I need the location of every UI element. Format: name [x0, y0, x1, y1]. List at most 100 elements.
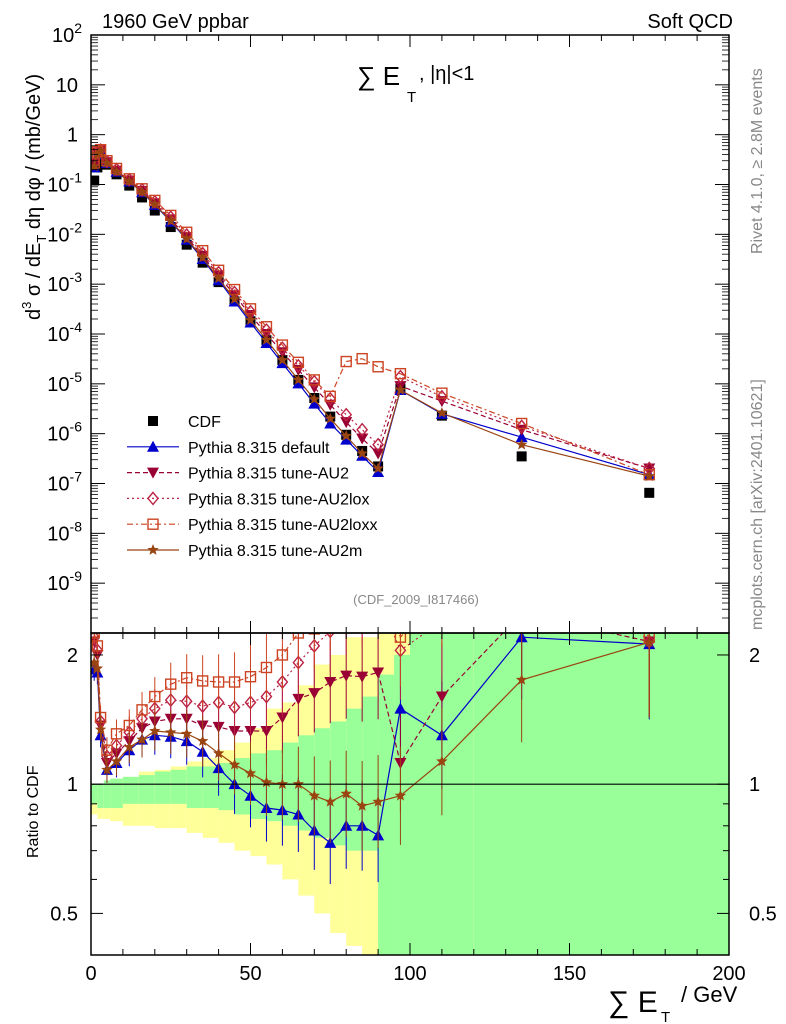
- xlabel-rest: / GeV: [681, 982, 738, 1007]
- au2lox-point: [394, 369, 407, 384]
- au2loxx-ratio-point: [110, 728, 123, 740]
- au2loxx-ratio-point: [373, 568, 383, 578]
- x-axis-label: ∑ E T / GeV: [608, 982, 738, 1024]
- au2lox-point: [340, 407, 353, 422]
- au2-ratio-point: [356, 671, 369, 683]
- green-band-bin: [218, 763, 235, 811]
- cdf-point: [516, 451, 527, 462]
- au2loxx-point: [356, 352, 368, 365]
- au2m-ratio-point: [212, 747, 225, 759]
- series-default: [91, 145, 656, 480]
- au2lox-ratio-point: [437, 615, 447, 627]
- green-band-bin: [138, 775, 155, 804]
- legend-label: Pythia 8.315 tune-AU2lox: [188, 491, 369, 508]
- green-band-bin: [266, 750, 283, 822]
- au2m-point: [394, 384, 407, 395]
- au2loxx-ratio-point: [325, 605, 335, 615]
- au2lox-point: [324, 391, 337, 406]
- au2lox-point: [372, 437, 385, 452]
- legend-marker: [147, 544, 159, 555]
- au2loxx-point: [324, 390, 336, 403]
- au2lox-point: [101, 154, 113, 169]
- au2loxx-point: [515, 417, 528, 430]
- au2loxx-ratio-point: [276, 649, 289, 661]
- green-band-bin: [97, 784, 104, 809]
- plot-title: ∑ E T , |η|<1: [357, 61, 474, 106]
- xlabel-sub: T: [661, 1009, 670, 1024]
- au2m-point: [260, 333, 273, 345]
- legend-marker: [147, 491, 159, 506]
- series-au2loxx: [91, 143, 655, 481]
- legend-label: Pythia 8.315 default: [188, 440, 330, 457]
- au2loxx-ratio-point: [394, 633, 407, 643]
- au2loxx-ratio-point: [228, 676, 241, 688]
- au2loxx-point: [260, 321, 273, 333]
- au2m-point: [292, 373, 305, 385]
- au2loxx-point: [292, 356, 305, 369]
- au2lox-point: [136, 182, 148, 197]
- mcplots-label: mcplots.cern.ch [arXiv:2401.10621]: [749, 379, 766, 630]
- ylabel-part-3: 3: [19, 302, 34, 309]
- au2-point: [356, 433, 369, 445]
- au2-ratio-point: [260, 726, 273, 738]
- au2m-line: [93, 150, 650, 477]
- au2lox-ratio-point: [260, 689, 273, 704]
- au2m-point: [436, 407, 448, 418]
- legend-entry-au2lox: Pythia 8.315 tune-AU2lox: [127, 491, 369, 508]
- au2m-point: [196, 251, 209, 263]
- au2m-point: [212, 272, 225, 284]
- au2-ratio-point: [308, 688, 321, 700]
- au2m-ratio-point: [149, 725, 161, 736]
- legend-label: Pythia 8.315 tune-AU2m: [188, 543, 362, 560]
- ratio-au2m: [91, 633, 655, 851]
- green-band-bin: [91, 784, 98, 804]
- au2m-ratio-point: [515, 673, 528, 685]
- au2loxx-ratio-point: [260, 661, 273, 674]
- au2m-point: [340, 429, 352, 441]
- title-sub: T: [407, 89, 416, 106]
- legend-entry-au2m: Pythia 8.315 tune-AU2m: [127, 543, 362, 560]
- au2m-ratio-point: [110, 755, 123, 767]
- collision-label: 1960 GeV ppbar: [102, 11, 249, 33]
- green-band-bin: [473, 633, 729, 955]
- au2loxx-ratio-point: [292, 633, 305, 639]
- au2lox-ratio-point: [517, 520, 527, 532]
- ratio-tick-label-left: 2: [67, 645, 78, 667]
- default-line: [93, 150, 650, 476]
- y-tick-label: 10-2: [47, 219, 82, 246]
- au2loxx-ratio-point: [244, 670, 257, 683]
- au2-ratio-point: [516, 608, 528, 619]
- au2m-ratio-point: [101, 763, 113, 775]
- au2m-point: [324, 412, 336, 424]
- default-point: [308, 397, 321, 409]
- default-point: [324, 417, 337, 429]
- au2m-ratio-point: [91, 662, 104, 674]
- au2loxx-ratio-point: [123, 719, 135, 732]
- green-band-bin: [346, 708, 363, 851]
- au2-ratio-point: [435, 691, 448, 703]
- au2m-ratio-point: [244, 767, 257, 779]
- ratio-tick-label-left: 0.5: [50, 903, 78, 925]
- ylabel-part-sigma: σ / dE: [23, 243, 45, 302]
- legend-marker: [147, 467, 159, 479]
- legend-entry-au2: Pythia 8.315 tune-AU2: [127, 466, 349, 483]
- au2-point: [340, 417, 353, 429]
- au2loxx-point: [394, 367, 407, 380]
- x-tick-label: 100: [393, 963, 426, 985]
- au2-ratio-point: [372, 667, 385, 679]
- au2lox-point: [123, 172, 136, 187]
- au2m-ratio-point: [372, 795, 384, 807]
- au2m-point: [91, 160, 100, 172]
- green-band-bin: [298, 735, 315, 831]
- y-tick-label: 10: [56, 75, 78, 97]
- legend-label: Pythia 8.315 tune-AU2loxx: [188, 517, 377, 534]
- y-tick-label: 10-9: [47, 568, 82, 595]
- ratio-tick-label-right: 2: [749, 645, 760, 667]
- au2-point: [515, 424, 528, 436]
- analysis-label: (CDF_2009_I817466): [353, 592, 479, 607]
- green-band-bin: [202, 766, 219, 809]
- x-tick-label: 150: [553, 963, 586, 985]
- au2m-ratio-point: [260, 776, 273, 788]
- y-tick-label: 10-7: [47, 469, 82, 496]
